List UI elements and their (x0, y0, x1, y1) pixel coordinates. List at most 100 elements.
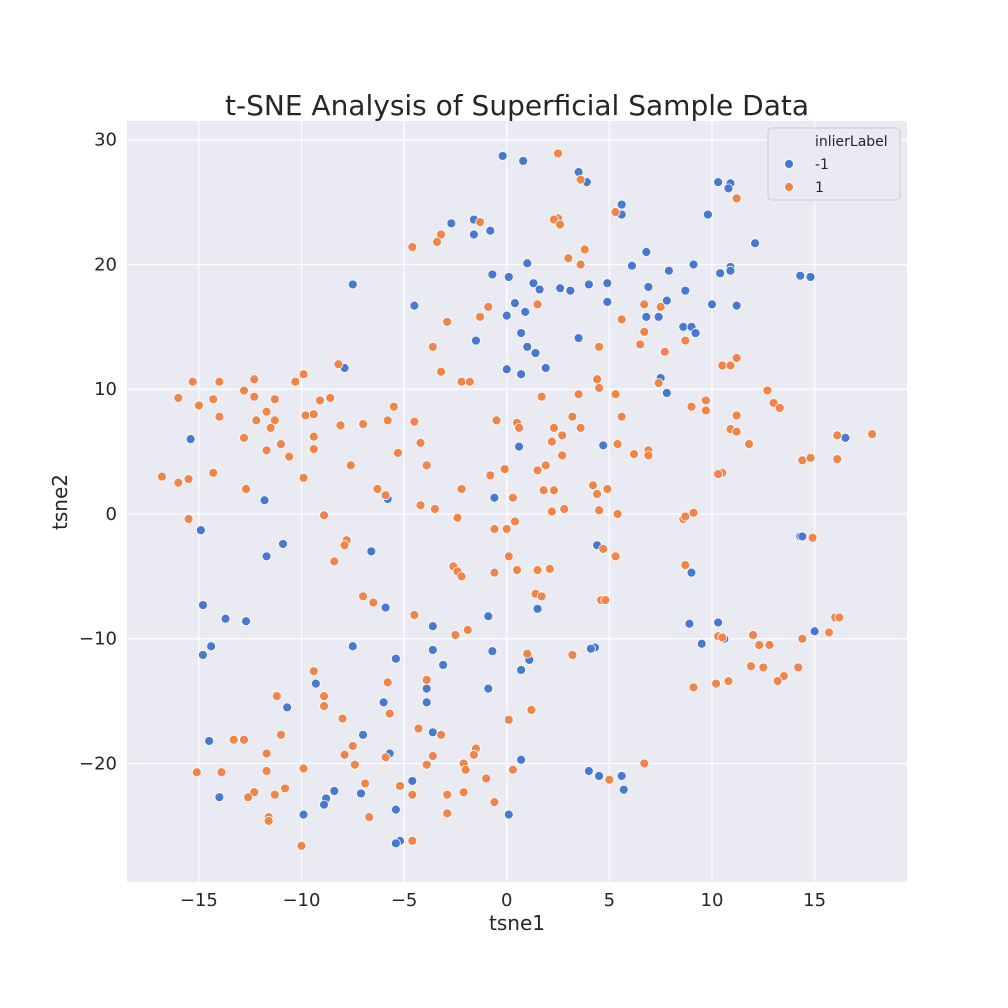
data-point-1 (731, 193, 742, 204)
data-point-neg1 (555, 283, 566, 294)
data-point-1 (456, 376, 467, 387)
data-point-1 (680, 560, 691, 571)
data-point-1 (536, 391, 547, 402)
data-point-1 (432, 237, 442, 247)
data-point-1 (208, 467, 219, 478)
data-point-1 (269, 415, 280, 426)
grid-lines (127, 121, 907, 882)
x-tick-label: 0 (501, 890, 512, 911)
data-point-1 (173, 477, 184, 488)
data-point-1 (421, 759, 432, 770)
data-point-1 (339, 540, 350, 551)
data-point-1 (711, 678, 722, 689)
data-point-neg1 (204, 736, 215, 746)
data-point-1 (442, 316, 453, 327)
data-point-1 (415, 437, 426, 448)
data-point-1 (717, 632, 728, 643)
data-point-1 (503, 714, 514, 725)
data-point-neg1 (329, 786, 340, 796)
data-point-neg1 (690, 328, 701, 338)
data-point-1 (249, 391, 260, 402)
data-point-neg1 (198, 600, 208, 610)
data-point-neg1 (319, 799, 329, 810)
data-point-neg1 (516, 328, 527, 338)
data-point-neg1 (198, 650, 208, 660)
data-point-neg1 (522, 258, 533, 269)
data-point-1 (407, 242, 418, 252)
data-point-1 (555, 219, 566, 230)
data-point-neg1 (585, 643, 596, 654)
data-point-1 (475, 217, 485, 227)
chart-title: t-SNE Analysis of Superficial Sample Dat… (225, 89, 809, 122)
data-point-1 (468, 749, 479, 760)
data-point-1 (532, 465, 543, 476)
data-point-1 (337, 713, 348, 724)
data-point-1 (458, 787, 469, 798)
data-point-neg1 (347, 641, 358, 652)
data-point-1 (360, 778, 371, 789)
data-point-1 (380, 752, 391, 763)
data-point-neg1 (489, 492, 500, 503)
data-point-1 (261, 748, 272, 759)
data-point-neg1 (347, 279, 358, 290)
data-point-neg1 (358, 729, 368, 740)
data-point-neg1 (583, 279, 594, 290)
x-tick-label: 5 (604, 890, 615, 911)
x-tick-label: 10 (701, 890, 724, 911)
data-point-neg1 (356, 788, 366, 799)
data-point-1 (639, 326, 650, 337)
data-point-1 (214, 411, 225, 422)
data-point-1 (731, 353, 742, 363)
data-point-neg1 (516, 665, 527, 675)
data-point-1 (409, 610, 420, 620)
data-point-1 (364, 812, 375, 823)
data-point-neg1 (390, 804, 401, 815)
data-point-1 (563, 253, 574, 264)
data-point-1 (243, 792, 254, 803)
data-point-1 (349, 759, 360, 770)
data-point-1 (280, 783, 290, 794)
data-point-neg1 (446, 218, 457, 229)
data-point-1 (754, 640, 765, 650)
data-point-1 (319, 691, 329, 702)
data-point-1 (567, 650, 578, 660)
y-tick-label: −10 (79, 629, 117, 650)
data-point-1 (475, 311, 485, 322)
data-point-1 (746, 661, 756, 672)
legend-marker-neg1 (784, 159, 794, 169)
data-point-1 (594, 383, 605, 393)
data-point-1 (325, 393, 336, 403)
data-point-1 (713, 469, 724, 479)
data-point-1 (507, 764, 518, 775)
data-point-1 (643, 450, 654, 461)
data-point-neg1 (366, 546, 377, 557)
data-point-1 (489, 524, 500, 534)
data-point-1 (600, 595, 611, 605)
data-point-1 (263, 815, 274, 826)
data-point-1 (298, 369, 309, 380)
y-tick-label: 20 (94, 254, 117, 275)
legend-label-neg1: -1 (815, 157, 829, 173)
data-point-neg1 (282, 702, 293, 713)
data-point-neg1 (206, 641, 217, 652)
data-point-neg1 (214, 792, 225, 803)
data-point-1 (538, 485, 549, 496)
data-point-1 (635, 339, 646, 350)
data-point-1 (284, 451, 295, 462)
data-point-1 (680, 335, 691, 346)
x-tick-label: −15 (180, 890, 218, 911)
data-point-neg1 (427, 645, 438, 655)
data-point-1 (549, 422, 559, 433)
data-point-1 (183, 474, 194, 484)
data-point-neg1 (723, 183, 734, 194)
data-point-neg1 (241, 616, 251, 627)
legend-box (767, 127, 901, 201)
data-point-1 (616, 411, 627, 422)
data-point-neg1 (471, 335, 481, 346)
data-point-1 (824, 627, 834, 638)
data-point-1 (594, 505, 605, 516)
data-point-1 (592, 489, 602, 499)
data-point-1 (575, 422, 586, 433)
data-point-1 (456, 571, 467, 582)
